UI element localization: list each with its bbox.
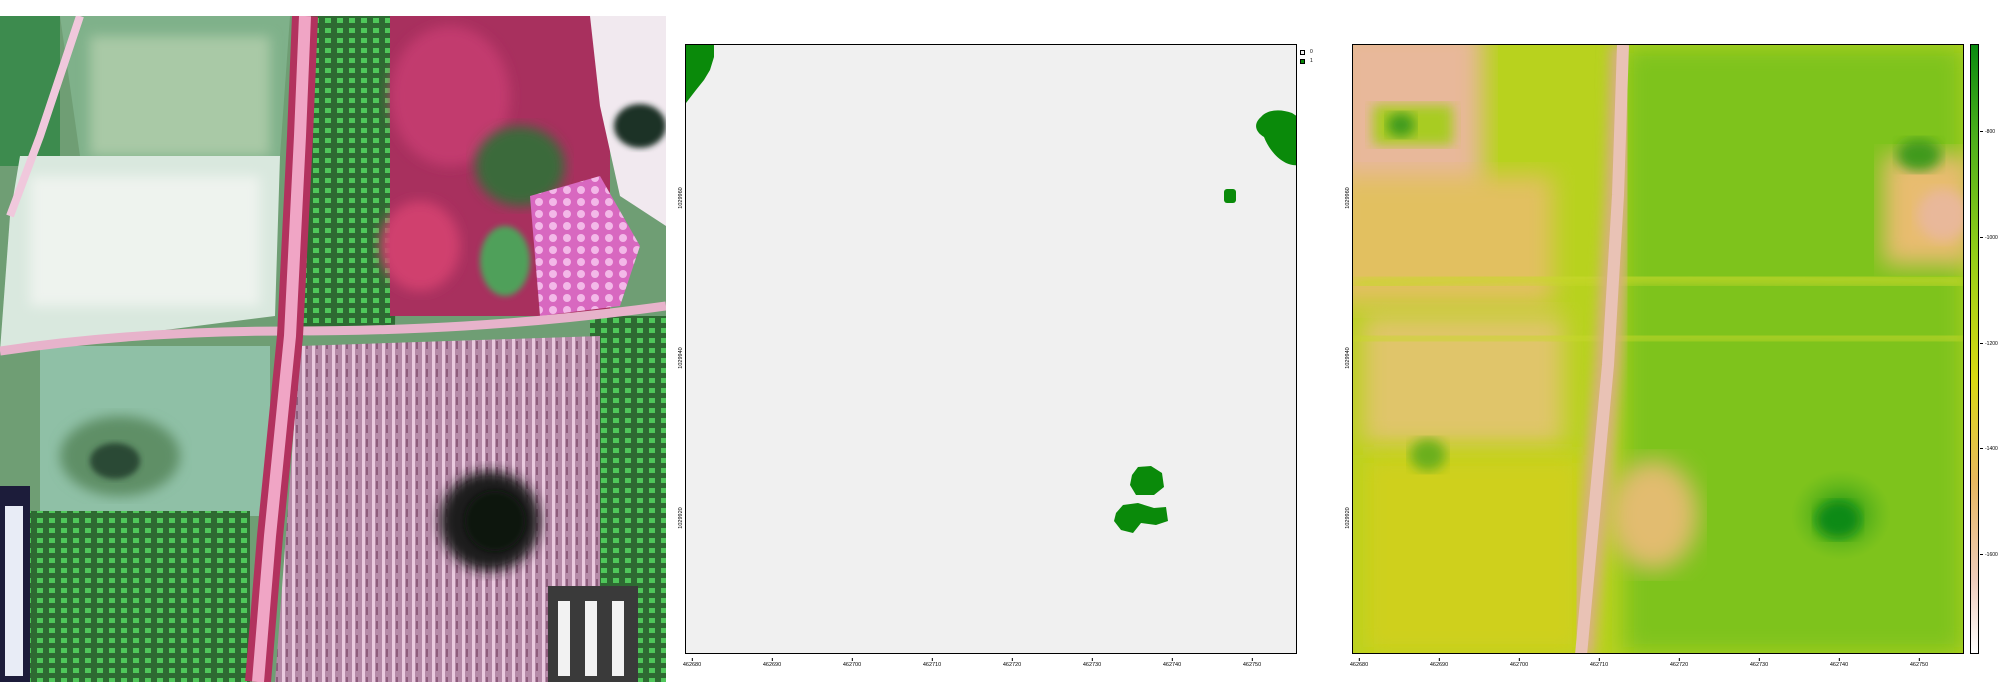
class-1-region [686, 45, 714, 103]
aerial-image-graphic [0, 16, 666, 682]
class-1-region [1114, 503, 1168, 533]
legend-entry: 1 [1300, 57, 1313, 66]
colorbar-tick-label: -800 [1980, 129, 1995, 135]
x-tick-label: 462690 [1429, 658, 1449, 668]
y-tick-label: 1029940 [1345, 347, 1351, 369]
legend-entry: 0 [1300, 48, 1313, 57]
legend-swatch-1 [1300, 59, 1305, 64]
legend-label: 0 [1310, 49, 1313, 55]
x-tick-label: 462730 [1082, 658, 1102, 668]
colorbar-tick-label: -1400 [1980, 446, 1998, 452]
class-1-region [1224, 189, 1236, 203]
y-tick-label: 1029960 [1345, 187, 1351, 209]
y-tick-label: 1029940 [678, 347, 684, 369]
x-tick-label: 462720 [1669, 658, 1689, 668]
x-tick-label: 462710 [922, 658, 942, 668]
colorbar-tick-label: -1200 [1980, 341, 1998, 347]
legend-swatch-0 [1300, 50, 1305, 55]
classification-map-plot-area [685, 44, 1297, 654]
class-1-region [1130, 466, 1164, 495]
x-tick-label: 462700 [1509, 658, 1529, 668]
colorbar-tick-label: -1000 [1980, 235, 1998, 241]
y-tick-label: 1029920 [678, 507, 684, 529]
colorbar-tick-label: -1600 [1980, 552, 1998, 558]
x-tick-label: 462690 [762, 658, 782, 668]
continuous-map-graphic [1353, 45, 1963, 653]
y-tick-label: 1029960 [678, 187, 684, 209]
x-tick-label: 462710 [1589, 658, 1609, 668]
x-tick-label: 462700 [842, 658, 862, 668]
legend-label: 1 [1310, 58, 1313, 64]
aerial-image [0, 16, 666, 682]
colorbar [1970, 44, 1979, 654]
x-tick-label: 462750 [1242, 658, 1262, 668]
classification-map-graphic [686, 45, 1296, 533]
x-tick-label: 462730 [1749, 658, 1769, 668]
x-tick-label: 462750 [1909, 658, 1929, 668]
x-tick-label: 462680 [682, 658, 702, 668]
x-tick-label: 462720 [1002, 658, 1022, 668]
classification-legend: 0 1 [1300, 48, 1313, 66]
x-tick-label: 462740 [1829, 658, 1849, 668]
y-tick-label: 1029920 [1345, 507, 1351, 529]
classification-map: 0 1 462680 462690 462700 462710 462720 4… [675, 0, 1335, 700]
continuous-map-plot-area [1352, 44, 1964, 654]
x-tick-label: 462680 [1349, 658, 1369, 668]
class-1-region [1256, 110, 1296, 166]
continuous-raster-map: -800 -1000 -1200 -1400 -1600 462680 4626… [1340, 0, 2000, 700]
x-tick-label: 462740 [1162, 658, 1182, 668]
